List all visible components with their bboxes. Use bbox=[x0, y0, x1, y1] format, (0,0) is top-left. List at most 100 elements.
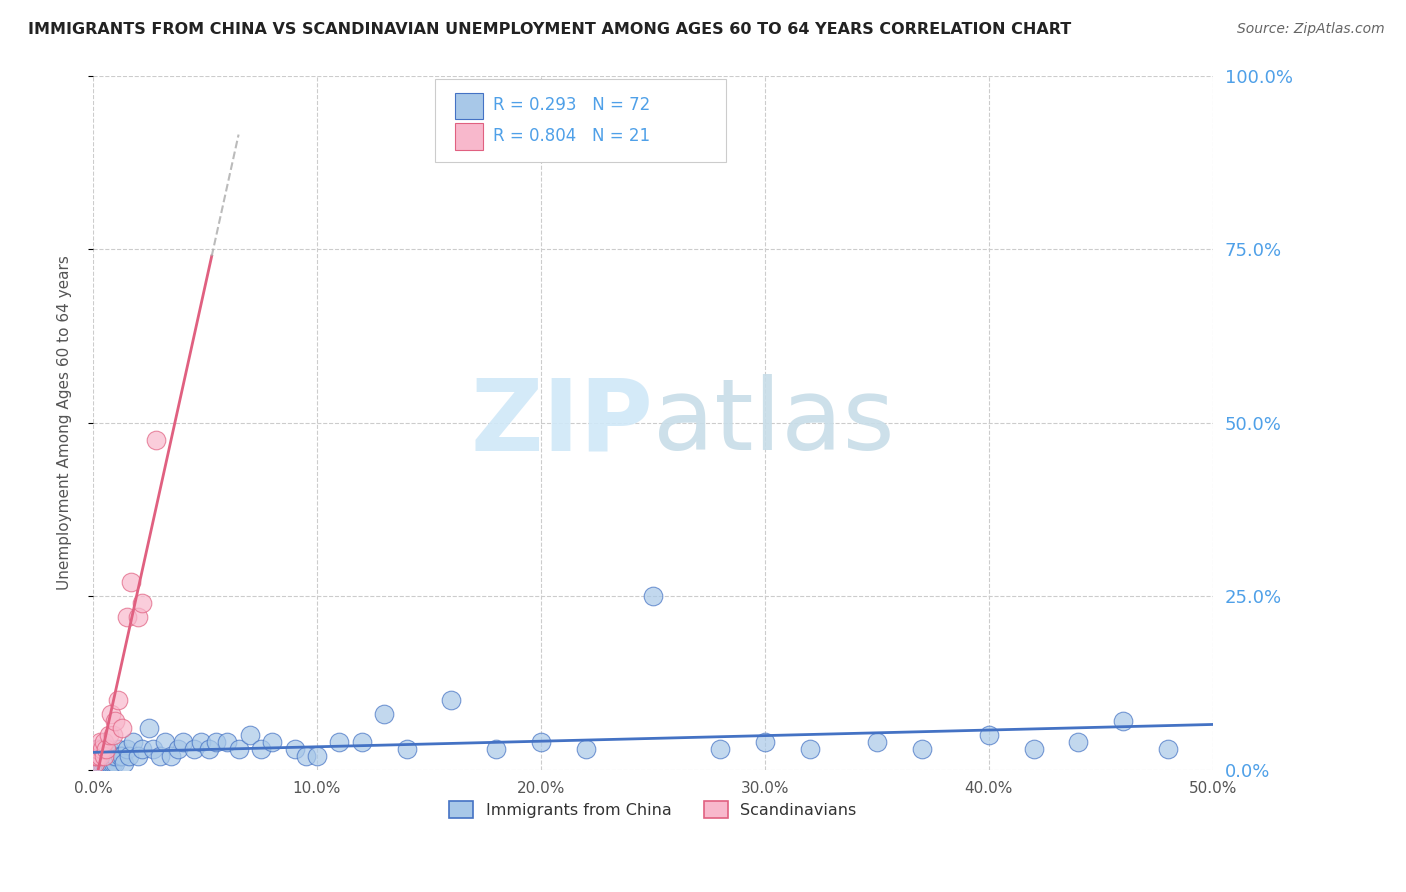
Point bbox=[86, 748, 108, 763]
Point bbox=[167, 741, 190, 756]
Point bbox=[250, 741, 273, 756]
Point bbox=[1157, 741, 1180, 756]
FancyBboxPatch shape bbox=[454, 93, 482, 120]
Point bbox=[190, 735, 212, 749]
Point bbox=[96, 748, 118, 763]
Point bbox=[118, 748, 141, 763]
Point bbox=[373, 707, 395, 722]
Point bbox=[86, 748, 108, 763]
Point bbox=[115, 610, 138, 624]
Point bbox=[228, 741, 250, 756]
Point bbox=[328, 735, 350, 749]
Text: Source: ZipAtlas.com: Source: ZipAtlas.com bbox=[1237, 22, 1385, 37]
Point bbox=[149, 748, 172, 763]
Point bbox=[93, 748, 115, 763]
Point bbox=[530, 735, 553, 749]
Y-axis label: Unemployment Among Ages 60 to 64 years: Unemployment Among Ages 60 to 64 years bbox=[58, 255, 72, 590]
Point bbox=[485, 741, 508, 756]
Point bbox=[93, 748, 115, 763]
Point bbox=[145, 433, 167, 447]
Point bbox=[84, 756, 107, 770]
Point bbox=[97, 741, 120, 756]
Point bbox=[93, 756, 115, 770]
Point bbox=[91, 748, 114, 763]
Point bbox=[138, 721, 160, 735]
Point bbox=[108, 748, 131, 763]
Point bbox=[911, 741, 934, 756]
Point bbox=[120, 575, 142, 590]
Point bbox=[104, 748, 127, 763]
Point bbox=[104, 756, 127, 770]
Point bbox=[112, 756, 135, 770]
FancyBboxPatch shape bbox=[434, 79, 725, 162]
Point bbox=[86, 741, 108, 756]
Point bbox=[239, 728, 262, 742]
Point bbox=[754, 735, 776, 749]
Point bbox=[84, 748, 107, 763]
Point bbox=[1067, 735, 1090, 749]
Point bbox=[86, 741, 108, 756]
Point bbox=[641, 589, 664, 603]
Point bbox=[799, 741, 821, 756]
Point bbox=[350, 735, 373, 749]
Point bbox=[305, 748, 328, 763]
Point bbox=[84, 748, 107, 763]
Point bbox=[97, 728, 120, 742]
Point bbox=[153, 735, 176, 749]
Legend: Immigrants from China, Scandinavians: Immigrants from China, Scandinavians bbox=[443, 795, 863, 824]
Point bbox=[127, 748, 149, 763]
Point bbox=[100, 748, 122, 763]
Point bbox=[131, 741, 153, 756]
Point bbox=[104, 714, 127, 728]
Point bbox=[709, 741, 731, 756]
Point bbox=[107, 693, 129, 707]
Point bbox=[284, 741, 307, 756]
Point bbox=[1112, 714, 1135, 728]
Point bbox=[97, 756, 120, 770]
Point bbox=[122, 735, 145, 749]
Point bbox=[127, 610, 149, 624]
Point bbox=[107, 741, 129, 756]
Point bbox=[217, 735, 239, 749]
Point bbox=[101, 748, 124, 763]
FancyBboxPatch shape bbox=[454, 123, 482, 150]
Point bbox=[89, 756, 111, 770]
Point bbox=[262, 735, 284, 749]
Point bbox=[115, 741, 138, 756]
Point bbox=[160, 748, 183, 763]
Text: ZIP: ZIP bbox=[470, 374, 652, 471]
Point bbox=[89, 748, 111, 763]
Point bbox=[93, 735, 115, 749]
Text: IMMIGRANTS FROM CHINA VS SCANDINAVIAN UNEMPLOYMENT AMONG AGES 60 TO 64 YEARS COR: IMMIGRANTS FROM CHINA VS SCANDINAVIAN UN… bbox=[28, 22, 1071, 37]
Point bbox=[89, 748, 111, 763]
Point bbox=[91, 741, 114, 756]
Point bbox=[93, 748, 115, 763]
Point bbox=[395, 741, 418, 756]
Point bbox=[97, 748, 120, 763]
Point bbox=[84, 756, 107, 770]
Point bbox=[111, 721, 134, 735]
Point bbox=[91, 756, 114, 770]
Point bbox=[86, 756, 108, 770]
Point bbox=[1022, 741, 1045, 756]
Point bbox=[93, 741, 115, 756]
Point bbox=[183, 741, 205, 756]
Point bbox=[100, 707, 122, 722]
Text: atlas: atlas bbox=[652, 374, 894, 471]
Point bbox=[89, 741, 111, 756]
Text: R = 0.293   N = 72: R = 0.293 N = 72 bbox=[492, 96, 650, 114]
Point bbox=[101, 756, 124, 770]
Point bbox=[977, 728, 1000, 742]
Point bbox=[96, 756, 118, 770]
Point bbox=[142, 741, 165, 756]
Point bbox=[866, 735, 889, 749]
Point bbox=[575, 741, 598, 756]
Point bbox=[101, 728, 124, 742]
Text: R = 0.804   N = 21: R = 0.804 N = 21 bbox=[492, 127, 650, 145]
Point bbox=[198, 741, 221, 756]
Point bbox=[205, 735, 228, 749]
Point bbox=[294, 748, 316, 763]
Point bbox=[111, 748, 134, 763]
Point bbox=[96, 741, 118, 756]
Point bbox=[100, 756, 122, 770]
